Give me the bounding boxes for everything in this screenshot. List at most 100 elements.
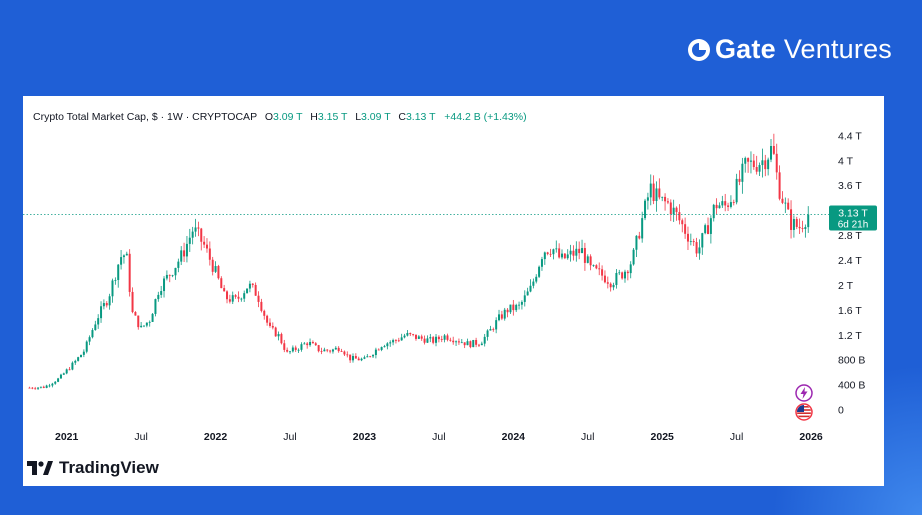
candle-body xyxy=(758,165,761,172)
low-label: L xyxy=(355,111,362,123)
candle-body xyxy=(452,340,455,343)
us-flag-icon[interactable] xyxy=(795,403,813,421)
y-tick-label: 4 T xyxy=(838,155,854,167)
candle-body xyxy=(54,381,57,384)
candle-body xyxy=(145,322,148,326)
candle-body xyxy=(108,296,111,306)
candle-body xyxy=(744,158,747,164)
candle-body xyxy=(374,349,377,356)
lightning-icon[interactable] xyxy=(795,384,813,402)
symbol-title: Crypto Total Market Cap, $ · 1W · CRYPTO… xyxy=(33,111,257,123)
y-tick-label: 2 T xyxy=(838,280,854,292)
candle-body xyxy=(351,356,354,361)
candle-body xyxy=(277,334,280,337)
candle-body xyxy=(520,301,523,305)
candle-body xyxy=(417,336,420,339)
y-tick-label: 4.4 T xyxy=(838,130,862,142)
candle-body xyxy=(223,288,226,292)
candle-body xyxy=(231,295,234,302)
candle-body xyxy=(77,357,80,361)
candle-body xyxy=(228,299,231,302)
candle-body xyxy=(389,342,392,344)
y-tick-label: 400 B xyxy=(838,380,865,392)
candle-body xyxy=(672,207,675,215)
candle-body xyxy=(240,298,243,300)
candle-body xyxy=(764,160,767,170)
candle-body xyxy=(243,293,246,299)
candle-body xyxy=(383,346,386,348)
x-tick-label: Jul xyxy=(730,431,743,443)
candle-body xyxy=(412,334,415,335)
tradingview-logo[interactable]: TradingView xyxy=(27,458,159,478)
candle-body xyxy=(386,343,389,347)
candle-body xyxy=(618,272,621,274)
candle-body xyxy=(185,243,188,257)
candle-body xyxy=(59,374,62,379)
candle-body xyxy=(738,178,741,182)
candle-body xyxy=(707,225,710,234)
candle-body xyxy=(360,358,363,361)
candle-body xyxy=(635,235,638,250)
candle-body xyxy=(549,253,552,255)
candle-body xyxy=(148,321,151,323)
candle-body xyxy=(226,291,229,300)
candle-body xyxy=(509,304,512,313)
candle-body xyxy=(260,301,263,311)
candle-body xyxy=(658,188,661,198)
x-tick-label: 2021 xyxy=(55,431,79,443)
candle-body xyxy=(97,318,100,325)
candle-body xyxy=(88,337,91,342)
candle-body xyxy=(755,167,758,172)
brand-name-bold: Gate xyxy=(714,34,776,64)
candle-body xyxy=(715,204,718,209)
candle-body xyxy=(555,248,558,250)
x-tick-label: 2023 xyxy=(353,431,377,443)
candle-body xyxy=(446,335,449,340)
candle-body xyxy=(661,196,664,198)
x-tick-label: Jul xyxy=(134,431,147,443)
tradingview-text: TradingView xyxy=(59,458,159,477)
candle-body xyxy=(31,387,34,389)
candle-body xyxy=(729,202,732,207)
candle-body xyxy=(440,339,443,340)
candle-body xyxy=(140,325,143,328)
candle-body xyxy=(532,281,535,286)
candle-body xyxy=(669,202,672,215)
x-tick-label: Jul xyxy=(432,431,445,443)
candle-body xyxy=(489,329,492,331)
candle-body xyxy=(183,250,186,257)
candle-body xyxy=(134,312,137,316)
close-value: 3.13 T xyxy=(405,111,436,123)
candle-body xyxy=(761,160,764,166)
candle-body xyxy=(289,351,292,353)
candle-body xyxy=(131,291,134,313)
candle-body xyxy=(137,315,140,328)
candle-body xyxy=(747,158,750,162)
candle-body xyxy=(326,349,329,351)
y-tick-label: 2.8 T xyxy=(838,230,862,242)
candle-body xyxy=(543,252,546,260)
candle-body xyxy=(39,386,42,388)
candle-body xyxy=(392,340,395,343)
candles-group xyxy=(28,133,810,391)
candle-body xyxy=(569,250,572,255)
candle-body xyxy=(237,296,240,299)
candle-body xyxy=(142,325,145,327)
candle-body xyxy=(432,337,435,343)
candle-body xyxy=(263,310,266,316)
candle-body xyxy=(42,386,45,388)
candle-body xyxy=(463,342,466,346)
candle-body xyxy=(100,306,103,319)
candle-body xyxy=(526,291,529,296)
candle-body xyxy=(704,225,707,234)
candle-body xyxy=(211,259,214,272)
candle-body xyxy=(334,347,337,350)
candle-body xyxy=(592,265,595,267)
candle-body xyxy=(469,341,472,348)
candle-body xyxy=(366,356,369,358)
candle-body xyxy=(804,227,807,229)
candle-body xyxy=(48,385,51,387)
candle-body xyxy=(160,291,163,295)
candle-body xyxy=(217,266,220,279)
